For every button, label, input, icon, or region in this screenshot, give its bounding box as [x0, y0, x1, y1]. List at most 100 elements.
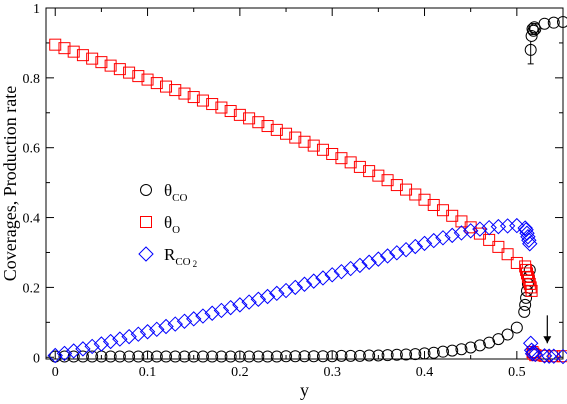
r-co2-point: [453, 225, 470, 241]
theta-o-point: [270, 123, 283, 136]
r-co2-point: [84, 338, 100, 355]
theta-co-point: [280, 350, 293, 363]
theta-o-point: [243, 112, 256, 125]
theta-co-point: [510, 321, 523, 334]
theta-o-point: [524, 281, 537, 294]
r-co2-point: [555, 348, 567, 365]
r-co2-point: [509, 217, 525, 234]
theta-o-point: [521, 270, 534, 283]
theta-o-point: [289, 131, 302, 144]
r-co2-point: [259, 288, 276, 305]
theta-o-point: [113, 63, 126, 76]
theta-co-point: [418, 347, 431, 360]
x-tick-label: 0.4: [416, 365, 434, 380]
theta-o-point: [104, 59, 117, 72]
r-co2-point: [490, 218, 507, 235]
theta-co-point: [206, 350, 219, 363]
r-co2-point: [426, 232, 442, 249]
y-tick-label: 0.8: [23, 72, 41, 87]
theta-co-point: [104, 350, 117, 363]
theta-o-point: [132, 70, 145, 83]
y-tick-marks: [46, 7, 563, 358]
r-co2-point: [342, 260, 359, 277]
theta-co-point: [473, 339, 486, 352]
r-co2-point: [222, 299, 239, 316]
r-co2-point: [398, 241, 414, 258]
r-co2-point: [204, 305, 220, 321]
theta-co-point: [455, 343, 468, 356]
r-co2-point: [195, 308, 211, 324]
theta-o-point: [326, 147, 339, 160]
x-tick-label: 0.1: [139, 365, 157, 380]
legend-label-subsub: 2: [193, 259, 198, 269]
theta-o-point: [353, 160, 366, 173]
theta-o-point: [141, 73, 154, 86]
theta-co-point: [381, 349, 394, 362]
theta-o-point: [519, 260, 532, 273]
theta-o-point: [58, 42, 71, 55]
r-co2-point: [121, 328, 137, 345]
r-co2-point: [522, 335, 539, 351]
x-axis-title: y: [300, 380, 309, 400]
r-co2-point: [102, 333, 119, 350]
x-tick-label: 0.2: [231, 365, 249, 380]
r-co2-point: [75, 341, 91, 357]
x-tick-label: 0.5: [508, 365, 526, 380]
theta-co-point: [501, 328, 514, 341]
r-co2-point: [176, 313, 193, 329]
r-co2-point: [472, 221, 488, 237]
theta-o-point: [280, 127, 293, 140]
r-co2-point: [213, 302, 230, 319]
theta-co-point: [123, 350, 136, 363]
theta-o-point: [492, 240, 505, 253]
theta-o-point: [150, 77, 163, 90]
theta-o-point: [525, 284, 538, 297]
theta-co-point: [58, 350, 71, 363]
r-co2-point: [462, 223, 479, 239]
r-co2-point: [269, 285, 285, 302]
r-co2-point: [389, 245, 405, 261]
theta-o-point: [307, 139, 320, 152]
r-co2-point: [361, 254, 377, 270]
r-co2-point: [278, 282, 294, 299]
theta-o-point: [390, 179, 403, 192]
r-co2-point: [158, 318, 174, 335]
r-co2-point: [241, 294, 257, 310]
theta-co-point: [525, 29, 538, 42]
legend-label-sub: O: [172, 224, 180, 236]
r-co2-point: [519, 225, 535, 241]
theta-o-point: [123, 66, 136, 79]
r-co2-point: [379, 248, 396, 264]
legend-label-sub: CO: [175, 256, 190, 268]
theta-co-point: [326, 350, 339, 363]
r-co2-point: [149, 321, 165, 338]
theta-co-point: [529, 22, 542, 35]
theta-o-point: [67, 45, 80, 58]
legend-label-sub: CO: [172, 192, 187, 204]
theta-co-point: [252, 350, 265, 363]
r-co2-point: [481, 219, 497, 236]
theta-o-point: [381, 174, 394, 187]
plot-frame: [45, 7, 564, 360]
r-co2-point: [306, 273, 322, 289]
theta-co-point: [307, 350, 320, 363]
theta-co-point: [150, 350, 163, 363]
y-axis-title: Coverages, Production rate: [0, 86, 20, 281]
arrow-head: [543, 336, 552, 344]
theta-co-point: [547, 16, 560, 29]
r-co2-point: [139, 324, 156, 340]
r-co2-point: [130, 326, 147, 342]
y-tick-labels: 0 0.2 0.4 0.6 0.8 1: [23, 2, 41, 366]
r-co2-point: [287, 279, 303, 296]
theta-o-point: [215, 101, 228, 114]
theta-co-point: [446, 344, 459, 357]
legend-label: θO: [164, 213, 180, 236]
theta-co-point: [518, 305, 531, 318]
theta-co-point: [390, 348, 403, 361]
theta-co-point: [335, 349, 348, 362]
theta-co-point: [427, 346, 440, 359]
theta-o-point: [95, 56, 108, 69]
theta-co-point: [261, 350, 274, 363]
series-square: [49, 38, 567, 363]
